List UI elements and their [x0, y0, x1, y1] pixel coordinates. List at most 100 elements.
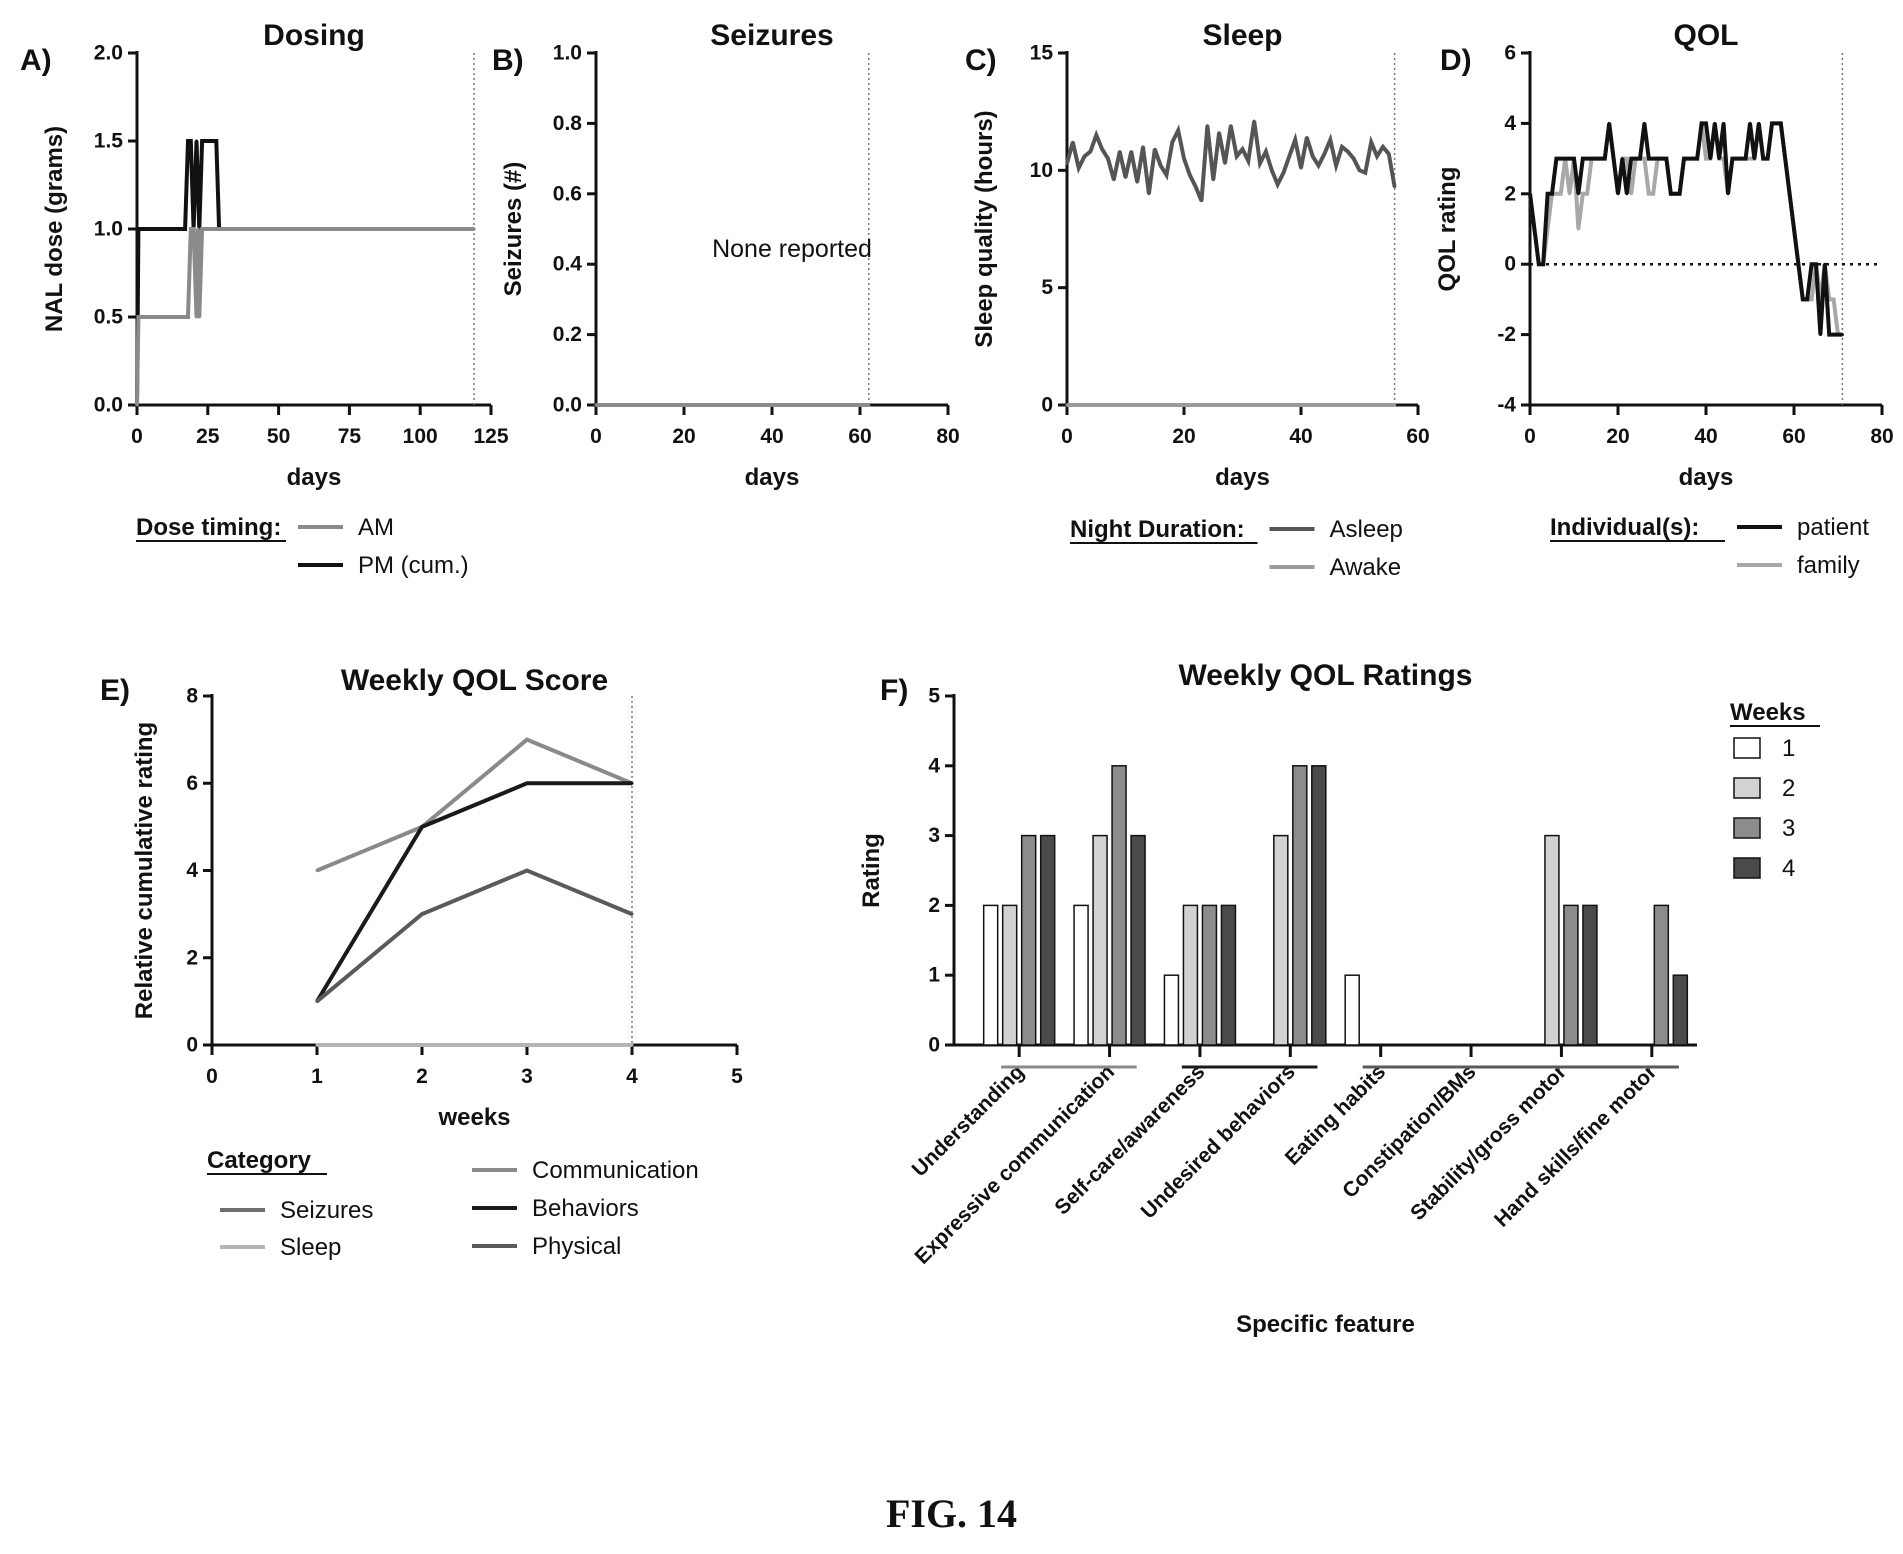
- panel-c-series-asleep-point: [1170, 140, 1174, 144]
- panel-d-x-tick-label: 80: [1870, 425, 1893, 448]
- panel-d-series-patient-point: [1656, 157, 1660, 161]
- panel-f-bar-week-4: [1220, 904, 1237, 1046]
- panel-d-series-patient-point: [1616, 192, 1620, 196]
- panel-d-y-tick-label: 2: [1504, 182, 1516, 205]
- panel-e-series-physical-point: [315, 999, 319, 1003]
- panel-d-series-patient-point: [1669, 192, 1673, 196]
- panel-d-series-patient-point: [1664, 157, 1668, 161]
- panel-d-series-family-point: [1585, 192, 1589, 196]
- panel-e-legend-item: Seizures: [280, 1197, 373, 1224]
- panel-f-bar-week-4: [1311, 765, 1327, 1046]
- panel-a-x-tick-label: 50: [267, 425, 290, 448]
- panel-c-series-asleep-point: [1176, 128, 1180, 132]
- panel-f-bar-week-2: [1544, 834, 1560, 1046]
- panel-c-y-tick-label: 10: [1030, 159, 1053, 182]
- panel-c-series-asleep-point: [1299, 166, 1303, 170]
- panel-f-legend-item: 2: [1782, 775, 1795, 802]
- panel-b-letter: B): [492, 44, 524, 77]
- panel-a-series-am-line: [135, 227, 474, 406]
- panel-d-series-patient-point: [1686, 157, 1690, 161]
- panel-f-bar-week-3: [1563, 904, 1579, 1046]
- panel-d-series-patient-point: [1625, 192, 1629, 196]
- panel-d-series-patient-point: [1695, 157, 1699, 161]
- panel-d-y-tick-label: 0: [1504, 253, 1516, 276]
- panel-b-annotation: None reported: [712, 235, 872, 263]
- panel-c-series-asleep-point: [1083, 154, 1086, 158]
- panel-d-series-patient-point: [1682, 157, 1686, 161]
- panel-e-series-behaviors-line: [315, 781, 632, 1003]
- panel-b-y-tick-label: 0.8: [553, 112, 583, 135]
- panel-e-series-sleep-point: [315, 1043, 319, 1047]
- panel-b-series-data-point: [867, 403, 871, 407]
- panel-e-letter: E): [100, 674, 130, 707]
- panel-c-series-asleep-point: [1276, 182, 1280, 186]
- panel-c-y-tick-label: 0: [1041, 394, 1053, 417]
- panel-e-series-physical-line: [315, 868, 633, 1003]
- panel-a-series-am-point: [189, 227, 193, 231]
- panel-a-series-pm-cum--point: [206, 139, 210, 143]
- panel-d-series-patient-point: [1783, 157, 1787, 161]
- panel-f-bar-week-3: [1201, 904, 1218, 1046]
- panel-e-y-tick-label: 6: [186, 772, 198, 795]
- panel-c-series-asleep-point: [1217, 131, 1221, 135]
- panel-f-bar-week-2: [1092, 834, 1108, 1046]
- panel-c-y-label: Sleep quality (hours): [971, 110, 998, 347]
- panel-f-legend-swatch: [1733, 857, 1761, 879]
- panel-e-series-physical-point: [420, 912, 424, 916]
- panel-d-series-patient-point: [1559, 157, 1563, 161]
- panel-e-legend-item: Physical: [532, 1233, 621, 1260]
- panel-f-bar-week-1: [1163, 974, 1180, 1046]
- panel-f-y-tick-label: 1: [928, 964, 940, 987]
- panel-a-series-pm-cum--point: [214, 139, 218, 143]
- panel-b-series-data-point: [594, 403, 598, 407]
- panel-d-series-patient-point: [1550, 192, 1554, 196]
- panel-c-title: Sleep: [1202, 19, 1282, 52]
- panel-d-series-patient-point: [1660, 157, 1664, 161]
- panel-c-series-asleep-point: [1305, 136, 1309, 139]
- panel-c-series-asleep-point: [1223, 161, 1227, 165]
- panel-b-y-tick-label: 0.2: [553, 323, 582, 346]
- panel-d-x-tick-label: 60: [1782, 425, 1805, 448]
- panel-d-series-patient-point: [1620, 157, 1624, 161]
- panel-e-x-tick-label: 0: [206, 1065, 218, 1088]
- panel-d-series-patient-point: [1792, 227, 1796, 231]
- panel-c-series-asleep-point: [1088, 150, 1092, 154]
- panel-c-series-asleep-point: [1322, 152, 1326, 156]
- chart-panel-b: B) Seizures 0.0 0.2 0.4 0.6 0.8 1.0 0 20 40 60 80 day…: [492, 19, 960, 491]
- panel-c-series-asleep-point: [1235, 154, 1239, 158]
- panel-c-x-tick-label: 40: [1289, 425, 1312, 448]
- panel-c-x-tick-label: 20: [1172, 425, 1195, 448]
- panel-d-series-patient-point: [1594, 157, 1598, 161]
- panel-b-y-tick-label: 0.0: [553, 394, 582, 417]
- panel-d-series-patient-point: [1774, 121, 1778, 125]
- panel-b-x-tick-label: 80: [936, 425, 959, 448]
- panel-a-x-label: days: [287, 464, 342, 491]
- panel-f-bar-week-1: [982, 904, 999, 1046]
- panel-d-series-patient-point: [1647, 157, 1651, 161]
- panel-e-y-tick-label: 8: [186, 685, 198, 708]
- chart-panel-f: F) Weekly QOL Ratings 0 1 2 3 4 5 Specific featu…: [858, 659, 1820, 1338]
- panel-d-series-patient-point: [1730, 157, 1734, 161]
- panel-d-series-patient-point: [1722, 121, 1726, 125]
- panel-e-series-behaviors-point: [525, 781, 529, 785]
- panel-e-series-behaviors-point: [630, 781, 634, 785]
- panel-d-series-patient-point: [1581, 157, 1585, 161]
- panel-d-title: QOL: [1674, 19, 1739, 52]
- panel-d-series-patient-point: [1704, 121, 1708, 125]
- panel-d-series-patient-point: [1823, 262, 1827, 266]
- panel-e-x-label: weeks: [437, 1104, 510, 1131]
- panel-b-y-tick-label: 0.4: [553, 253, 583, 276]
- panel-f-bar-week-2: [1001, 904, 1018, 1046]
- panel-d-series-patient-point: [1638, 157, 1642, 161]
- panel-d-series-family-point: [1651, 192, 1655, 196]
- panel-d-series-patient-point: [1761, 157, 1765, 161]
- panel-d-series-patient-point: [1541, 262, 1545, 266]
- panel-d-series-patient-point: [1554, 157, 1558, 161]
- panel-c-x-tick-label: 60: [1406, 425, 1429, 448]
- panel-d-series-patient-point: [1814, 262, 1818, 266]
- panel-f-legend-heading: Weeks: [1730, 699, 1806, 726]
- panel-c-series-asleep-point: [1311, 154, 1315, 158]
- panel-c-legend-item: Asleep: [1330, 516, 1403, 543]
- panel-e-series-sleep-point: [630, 1043, 634, 1047]
